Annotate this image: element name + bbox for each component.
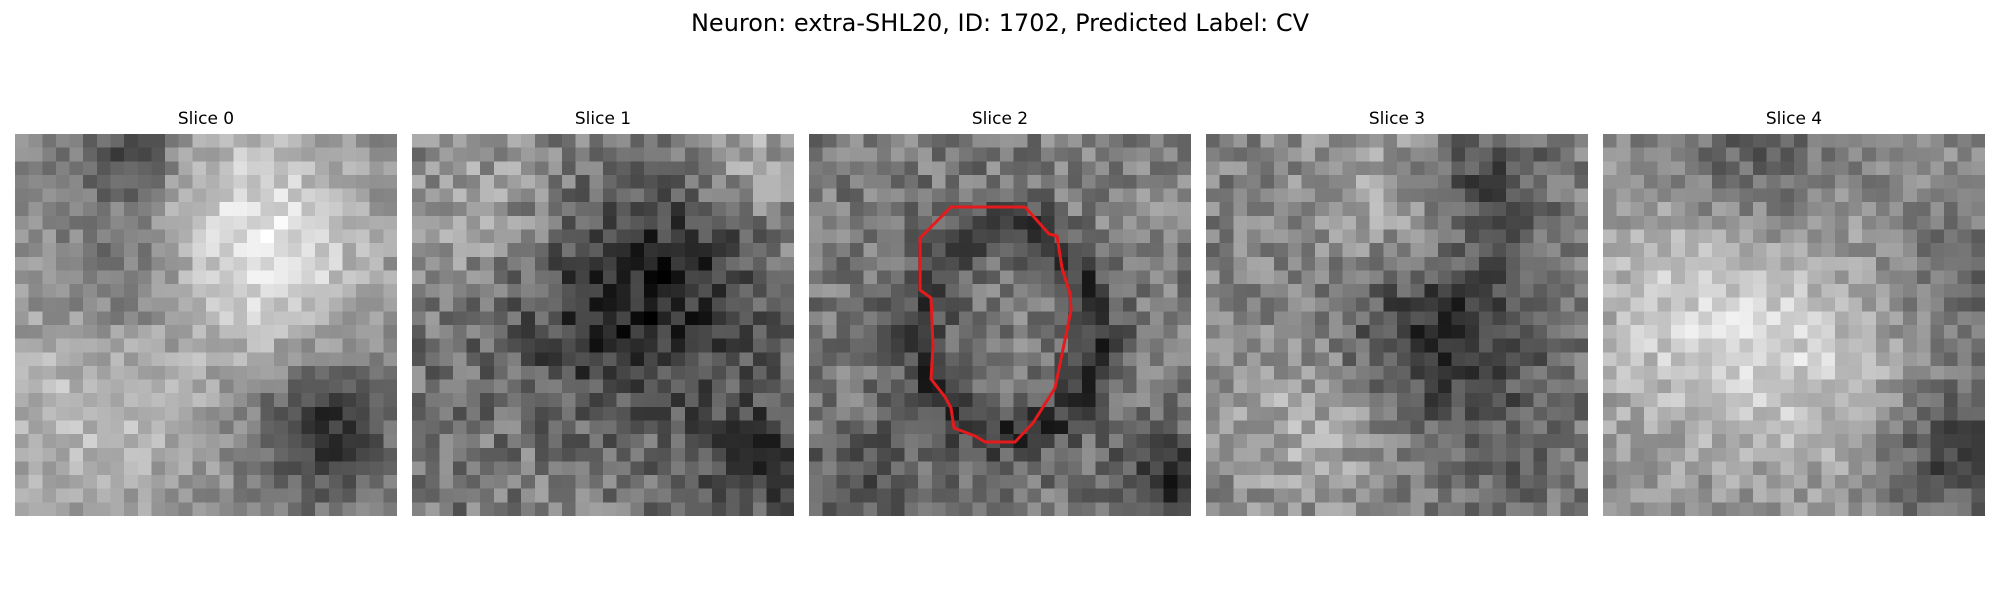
slice-image xyxy=(809,134,1191,516)
slice-title: Slice 0 xyxy=(177,109,235,129)
slice-image xyxy=(15,134,397,516)
slice-panel-4: Slice 4 xyxy=(1603,106,1985,516)
slice-image xyxy=(412,134,794,516)
figure-title: Neuron: extra-SHL20, ID: 1702, Predicted… xyxy=(690,9,1310,37)
slice-panel-2: Slice 2 xyxy=(809,106,1191,516)
slice-title: Slice 4 xyxy=(1765,109,1823,129)
slice-panel-0: Slice 0 xyxy=(15,106,397,516)
slice-panel-1: Slice 1 xyxy=(412,106,794,516)
slice-pixels xyxy=(809,134,1191,516)
slice-pixels xyxy=(15,134,397,516)
slice-pixels xyxy=(1206,134,1588,516)
slice-panel-3: Slice 3 xyxy=(1206,106,1588,516)
roi-outline xyxy=(918,205,1073,444)
slice-title: Slice 3 xyxy=(1368,109,1426,129)
slice-pixels xyxy=(1603,134,1985,516)
slice-title: Slice 2 xyxy=(971,109,1029,129)
slice-image xyxy=(1206,134,1588,516)
slice-title: Slice 1 xyxy=(574,109,632,129)
slice-image xyxy=(1603,134,1985,516)
slice-pixels xyxy=(412,134,794,516)
